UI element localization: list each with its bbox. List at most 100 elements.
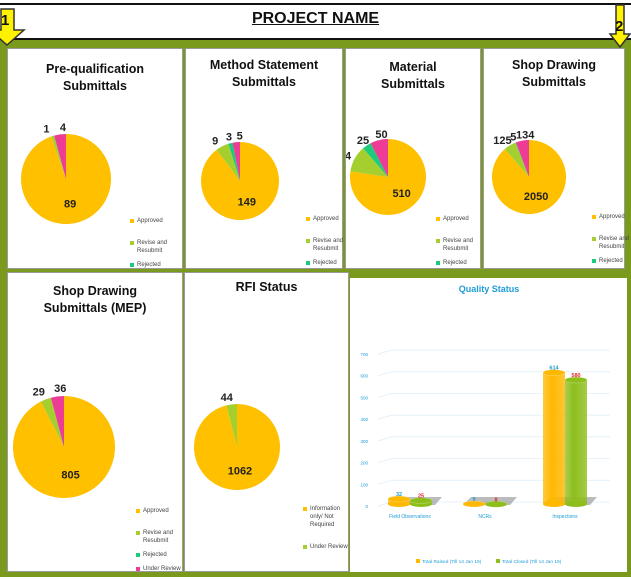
gridline-depth: [377, 371, 393, 377]
slice-value-label: 29: [33, 386, 45, 398]
bar-value-label: 9: [472, 497, 475, 503]
legend-label: Approved: [143, 508, 169, 514]
legend-label: Revise and Resubmit: [443, 238, 474, 252]
legend-swatch: [436, 239, 440, 243]
legend-label: Revise and Resubmit: [143, 530, 174, 544]
pie-svg: 89 1 4: [20, 122, 112, 225]
legend-item: Rejected: [136, 551, 183, 559]
legend-swatch: [436, 217, 440, 221]
legend-item: Approved: [306, 215, 353, 223]
x-category-label: Inspections: [552, 514, 578, 520]
pie-svg: 149 9 3 5: [201, 131, 279, 221]
slice-value-label: 510: [392, 188, 410, 200]
bar-closed: [484, 501, 508, 508]
y-tick-label: 300: [360, 439, 368, 444]
slice-value-label: 9: [212, 135, 218, 147]
legend-swatch: [306, 261, 310, 265]
legend-item: Rejected: [592, 257, 631, 265]
legend-swatch: [136, 567, 140, 571]
slice-value-label: 36: [54, 383, 66, 395]
legend-swatch: [416, 559, 420, 563]
chart-legend: Information only/ Not Required Under Revi…: [303, 505, 350, 557]
legend-item: Approved: [592, 213, 631, 221]
pie-svg: 805 29 36: [12, 383, 116, 498]
marker-1-label: 1: [1, 12, 10, 29]
x-category-label: NCRs: [478, 514, 492, 520]
legend-item: Under Review: [303, 543, 350, 551]
legend-swatch: [130, 219, 134, 223]
y-tick-label: 400: [360, 417, 368, 422]
pie-slice: [51, 135, 66, 179]
chart-title: Method Statement Submittals: [209, 58, 319, 89]
slice-value-label: 134: [516, 129, 535, 141]
legend-swatch: [136, 531, 140, 535]
pie-slice: [363, 143, 388, 177]
slice-value-label: 125: [493, 135, 511, 147]
slice-value-label: 74: [346, 151, 352, 163]
shop-drawing-chart: Shop Drawing Submittals 2050 125 5 134 Approv…: [483, 48, 629, 269]
pie-slice: [193, 404, 280, 490]
quality-status-chart: Quality Status 0 100 200 300 400 500 600 700 Fiel…: [350, 278, 627, 572]
chart-title: Material Submittals: [381, 60, 445, 91]
legend-swatch: [136, 553, 140, 557]
bar-value-label: 25: [418, 494, 424, 500]
legend-item: Revise and Resubmit: [130, 239, 177, 255]
slice-value-label: 25: [357, 135, 369, 147]
legend-swatch: [303, 545, 307, 549]
pie-svg: 510 74 25 50: [346, 129, 426, 215]
top-border: [0, 3, 631, 5]
y-tick-label: 100: [360, 482, 368, 487]
legend-label: Approved: [599, 214, 625, 220]
legend-label: Approved: [313, 216, 339, 222]
legend-label: Revise and Resubmit: [313, 238, 344, 252]
bar-value-label: 8: [494, 497, 497, 503]
material-chart: Material Submittals 510 74 25 50 Approved Revi…: [345, 48, 481, 269]
pie-slice: [216, 143, 240, 181]
legend-swatch: [130, 241, 134, 245]
slice-value-label: 50: [375, 129, 387, 141]
chart-title: Shop Drawing Submittals (MEP): [43, 284, 147, 315]
bar-value-label: 32: [396, 492, 402, 498]
pie-svg: 1062 44: [193, 392, 280, 490]
bar-raised: [387, 495, 411, 507]
x-category-label: Field Observations: [389, 514, 431, 520]
y-tick-label: 700: [360, 352, 368, 357]
gridline-depth: [377, 414, 393, 420]
pie-slice: [226, 404, 237, 447]
pie-slice: [232, 142, 240, 181]
legend-item: Revise and Resubmit: [306, 237, 353, 253]
legend-swatch: [496, 559, 500, 563]
bar-value-label: 580: [571, 373, 580, 379]
method-statement-chart: Method Statement Submittals 149 9 3 5 Approve…: [185, 48, 343, 269]
bar-raised: [542, 369, 566, 507]
slice-value-label: 4: [60, 122, 67, 134]
y-tick-label: 600: [360, 374, 368, 379]
slice-value-label: 1: [43, 124, 49, 136]
legend-swatch: [592, 259, 596, 263]
legend-label: Under Review: [310, 544, 348, 550]
slice-value-label: 805: [61, 469, 79, 481]
legend-item: Approved: [136, 507, 183, 515]
slice-value-label: 2050: [524, 191, 548, 203]
legend-item: Under Review: [136, 565, 183, 573]
pie-slice: [350, 148, 388, 177]
legend-item: Rejected: [130, 261, 177, 269]
legend-label: Rejected: [143, 552, 167, 558]
legend-item: Revise and Resubmit: [436, 237, 483, 253]
slice-value-label: 1062: [228, 465, 252, 477]
chart-legend: Approved Revise and Resubmit Rejected: [130, 217, 177, 275]
quality-status-svg: Quality Status 0 100 200 300 400 500 600 700 Fiel…: [360, 284, 610, 565]
legend-item: Information only/ Not Required: [303, 505, 350, 529]
pie-slice: [54, 134, 66, 179]
marker-arrow-2-icon: [608, 4, 631, 48]
page-title: PROJECT NAME: [251, 10, 380, 27]
pie-slice: [228, 142, 240, 181]
legend-swatch: [306, 239, 310, 243]
legend-item: Approved: [130, 217, 177, 225]
gridline-depth: [377, 436, 393, 442]
slice-value-label: 5: [510, 132, 516, 144]
chart-legend: Approved Revise and Resubmit Rejected Under…: [136, 507, 183, 579]
legend-label: Revise and Resubmit: [599, 236, 630, 250]
quality-chart-title: Quality Status: [459, 284, 520, 294]
